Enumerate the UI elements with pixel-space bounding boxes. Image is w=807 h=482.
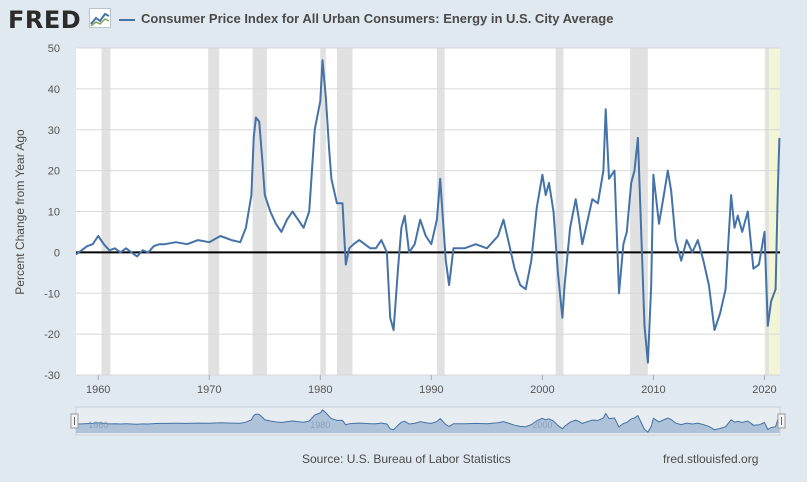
y-tick-label: 0 (54, 247, 60, 259)
x-tick-label: 2000 (530, 384, 554, 396)
x-tick-label: 2010 (641, 384, 665, 396)
source-site-link[interactable]: fred.stlouisfed.org (663, 452, 759, 466)
navigator-line (75, 409, 780, 433)
y-tick-label: 50 (48, 43, 60, 55)
x-tick-label: 2020 (752, 384, 776, 396)
chart-title: Consumer Price Index for All Urban Consu… (141, 11, 614, 26)
y-tick-label: -10 (44, 288, 60, 300)
navigator-area (76, 409, 780, 433)
source-note: Source: U.S. Bureau of Labor Statistics (302, 452, 511, 466)
y-tick-label: 40 (48, 84, 60, 96)
x-tick-label: 1960 (86, 384, 110, 396)
y-tick-label: -20 (44, 329, 60, 341)
navigator-label: 1960 (88, 420, 108, 430)
navigator-label: 2000 (532, 420, 552, 430)
series-line (75, 59, 781, 364)
x-tick-label: 1970 (197, 384, 221, 396)
navigator-label: 1980 (310, 420, 330, 430)
y-tick-label: -30 (44, 370, 60, 382)
legend-line-swatch (119, 19, 135, 21)
y-tick-label: 10 (48, 207, 60, 219)
x-tick-label: 1990 (419, 384, 443, 396)
x-tick-label: 1980 (308, 384, 332, 396)
fred-logo-chart-icon (89, 8, 111, 28)
y-tick-label: 30 (48, 125, 60, 137)
fred-logo[interactable]: FRED (8, 6, 82, 34)
y-axis-label: Percent Change from Year Ago (13, 129, 27, 295)
y-tick-label: 20 (48, 166, 60, 178)
chart-header: FRED Consumer Price Index for All Urban … (0, 0, 807, 40)
